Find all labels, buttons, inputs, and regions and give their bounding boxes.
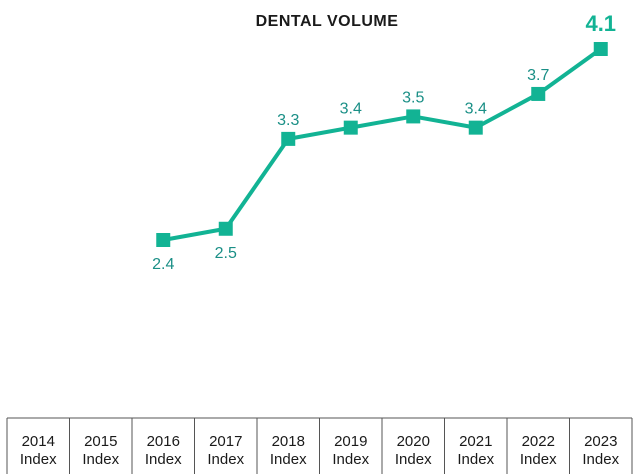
x-tick-label: 2014 Index [20, 433, 57, 468]
x-tick-label: 2018 Index [270, 433, 307, 468]
data-point [593, 42, 608, 56]
data-point [531, 86, 546, 101]
data-label: 3.7 [527, 67, 549, 84]
x-tick-label: 2020 Index [395, 433, 432, 468]
x-tick-label: 2019 Index [332, 433, 369, 468]
series-line [162, 47, 602, 242]
x-tick-label: 2023 Index [582, 433, 619, 468]
x-tick-label: 2021 Index [457, 433, 494, 468]
series-line-layer [162, 47, 602, 242]
data-point [218, 221, 233, 236]
data-point [156, 233, 171, 247]
data-point [406, 109, 421, 124]
data-label: 2.4 [152, 256, 174, 273]
chart-title: DENTAL VOLUME [256, 13, 399, 30]
data-label: 3.4 [465, 101, 487, 118]
x-tick-label: 2022 Index [520, 433, 557, 468]
x-tick-label: 2017 Index [207, 433, 244, 468]
data-point [468, 120, 483, 135]
data-point [343, 120, 358, 135]
category-axis: 2014 Index 2015 Index 2016 Index 2017 Index 2018… [6, 417, 633, 474]
data-label: 3.3 [277, 112, 299, 129]
x-tick-label: 2015 Index [82, 433, 119, 468]
data-label: 3.4 [340, 101, 362, 118]
data-label: 2.5 [215, 245, 237, 262]
data-point [281, 131, 296, 146]
data-labels-layer: 2.4 2.5 3.3 3.4 3.5 3.4 3.7 4.1 [152, 11, 616, 273]
data-label: 4.1 [585, 11, 616, 36]
data-label: 3.5 [402, 89, 424, 106]
x-tick-label: 2016 Index [145, 433, 182, 468]
series-points-layer [156, 42, 608, 247]
